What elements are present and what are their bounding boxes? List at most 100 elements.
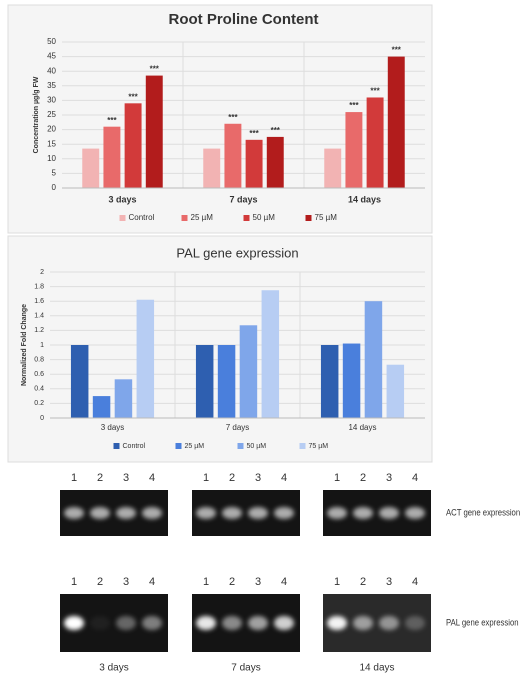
gel-band <box>405 507 425 519</box>
bar <box>203 149 220 188</box>
bar <box>321 345 339 418</box>
x-tick-label: 14 days <box>348 423 376 432</box>
lane-number: 2 <box>229 576 235 588</box>
gel-row-label: ACT gene expression <box>446 507 520 518</box>
significance-label: *** <box>349 101 359 110</box>
bar <box>196 345 214 418</box>
y-tick-label: 1.8 <box>34 283 44 290</box>
gel-band <box>142 616 162 630</box>
bar <box>267 137 284 188</box>
legend-label: 50 µM <box>247 443 267 450</box>
lane-number: 1 <box>334 576 340 588</box>
timepoint-label: 3 days <box>99 663 128 674</box>
significance-label: *** <box>228 113 238 122</box>
bar <box>115 379 133 418</box>
significance-label: *** <box>128 92 138 101</box>
lane-number: 3 <box>255 576 261 588</box>
gel-band <box>222 507 242 519</box>
bar <box>137 300 155 418</box>
bar <box>387 365 405 418</box>
timepoint-label: 7 days <box>231 663 260 674</box>
chart-title: PAL gene expression <box>176 245 298 260</box>
y-axis-label: Normalized Fold Change <box>21 304 28 386</box>
lane-number: 3 <box>255 472 261 484</box>
y-tick-label: 1.4 <box>34 313 44 320</box>
y-tick-label: 35 <box>47 81 56 90</box>
gel-band <box>379 616 399 630</box>
gel-band <box>142 507 162 519</box>
gel-row-label: PAL gene expression <box>446 617 519 628</box>
lane-number: 4 <box>412 576 418 588</box>
x-tick-label: 7 days <box>226 423 250 432</box>
bar <box>343 344 361 418</box>
y-tick-label: 30 <box>47 96 56 105</box>
y-tick-label: 50 <box>47 37 56 46</box>
significance-label: *** <box>392 46 402 55</box>
y-tick-label: 25 <box>47 110 56 119</box>
y-tick-label: 45 <box>47 52 56 61</box>
timepoint-label: 14 days <box>359 663 394 674</box>
bar <box>262 290 280 418</box>
y-axis-label: Concentration µg/g FW <box>33 76 40 153</box>
y-tick-label: 15 <box>47 139 56 148</box>
bar <box>345 112 362 188</box>
bar <box>146 76 163 188</box>
lane-number: 1 <box>71 576 77 588</box>
lane-number: 2 <box>229 472 235 484</box>
gel-band <box>196 507 216 519</box>
lane-number: 1 <box>203 472 209 484</box>
bar <box>218 345 236 418</box>
bar <box>103 127 120 188</box>
figure: Root Proline ContentConcentration µg/g F… <box>0 0 530 679</box>
significance-label: *** <box>107 116 117 125</box>
gel-band <box>327 507 347 519</box>
lane-number: 3 <box>386 472 392 484</box>
legend-swatch <box>244 215 250 221</box>
lane-number: 2 <box>97 576 103 588</box>
x-tick-label: 3 days <box>108 194 136 204</box>
bar <box>365 301 383 418</box>
legend-label: Control <box>129 213 155 222</box>
significance-label: *** <box>271 126 281 135</box>
lane-number: 2 <box>97 472 103 484</box>
y-tick-label: 2 <box>40 269 44 276</box>
legend-swatch <box>182 215 188 221</box>
y-tick-label: 5 <box>52 169 57 178</box>
lane-number: 4 <box>281 576 287 588</box>
gel-band <box>64 616 84 630</box>
bar <box>82 149 99 188</box>
lane-number: 4 <box>149 576 155 588</box>
legend-swatch <box>176 443 182 449</box>
gel-band <box>90 507 110 519</box>
y-tick-label: 1.6 <box>34 298 44 305</box>
y-tick-label: 0 <box>52 183 57 192</box>
gel-band <box>353 507 373 519</box>
bar <box>324 149 341 188</box>
y-tick-label: 0.4 <box>34 386 44 393</box>
legend-swatch <box>300 443 306 449</box>
legend-label: Control <box>123 443 146 450</box>
y-tick-label: 0 <box>40 415 44 422</box>
gel-band <box>248 507 268 519</box>
y-tick-label: 40 <box>47 66 56 75</box>
lane-number: 3 <box>386 576 392 588</box>
legend-swatch <box>120 215 126 221</box>
gel-band <box>405 616 425 630</box>
x-tick-label: 7 days <box>229 194 257 204</box>
gel-band <box>90 616 110 630</box>
gel-band <box>196 616 216 630</box>
lane-number: 3 <box>123 576 129 588</box>
x-tick-label: 3 days <box>101 423 125 432</box>
lane-number: 2 <box>360 576 366 588</box>
significance-label: *** <box>150 65 160 74</box>
bar <box>125 103 142 188</box>
bar <box>93 396 111 418</box>
y-tick-label: 0.6 <box>34 371 44 378</box>
bar <box>224 124 241 188</box>
lane-number: 3 <box>123 472 129 484</box>
lane-number: 1 <box>203 576 209 588</box>
y-tick-label: 1 <box>40 342 44 349</box>
lane-number: 2 <box>360 472 366 484</box>
y-tick-label: 0.8 <box>34 356 44 363</box>
lane-number: 1 <box>334 472 340 484</box>
